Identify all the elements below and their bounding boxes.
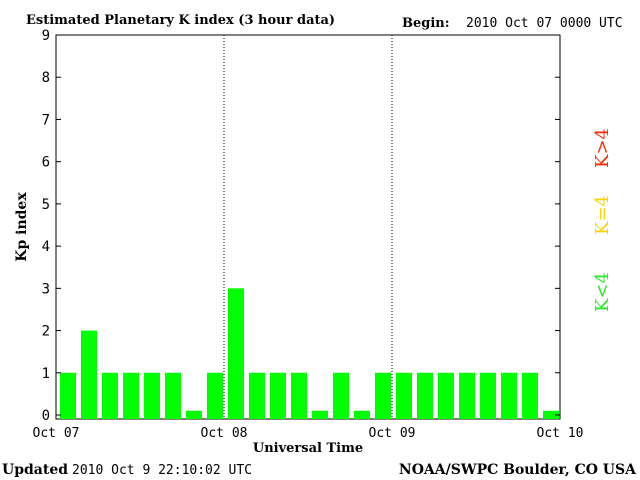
x-tick-label: Oct 07 <box>33 426 80 441</box>
kp-bar <box>291 372 307 419</box>
kp-bar <box>459 372 475 419</box>
kp-bar <box>165 372 181 419</box>
kp-bar <box>438 372 454 419</box>
y-tick-label: 7 <box>42 112 50 128</box>
begin-label: Begin: <box>402 16 450 31</box>
kp-bar <box>480 372 496 419</box>
kp-bar <box>207 372 223 419</box>
kp-bar <box>396 372 412 419</box>
kp-bar <box>186 410 202 419</box>
kp-bar <box>417 372 433 419</box>
updated-label: Updated <box>2 462 68 478</box>
source-credit: NOAA/SWPC Boulder, CO USA <box>399 462 637 478</box>
kp-bar <box>249 372 265 419</box>
kp-bar <box>333 372 349 419</box>
y-tick-label: 0 <box>42 408 50 424</box>
legend: K>4 K=4 K<4 <box>592 128 613 312</box>
begin-value: 2010 Oct 07 0000 UTC <box>466 16 623 31</box>
plot-frame <box>55 34 561 420</box>
x-tick-label: Oct 08 <box>201 426 248 441</box>
kp-bar <box>312 410 328 419</box>
x-tick-label: Oct 09 <box>369 426 416 441</box>
y-tick-label: 6 <box>42 155 50 171</box>
y-tick-label: 3 <box>42 281 50 297</box>
kp-bar <box>81 330 97 419</box>
x-tick-label: Oct 10 <box>537 426 584 441</box>
y-tick-label: 4 <box>42 239 50 255</box>
kp-bar <box>543 410 559 419</box>
chart-title: Estimated Planetary K index (3 hour data… <box>26 13 335 28</box>
kp-bar <box>522 372 538 419</box>
updated-value: 2010 Oct 9 22:10:02 UTC <box>72 463 252 478</box>
legend-item: K>4 <box>592 128 613 168</box>
legend-item: K=4 <box>592 195 613 235</box>
y-tick-label: 9 <box>42 28 50 44</box>
y-tick-label: 2 <box>42 324 50 340</box>
kp-bar <box>228 288 244 419</box>
kp-bar <box>354 410 370 419</box>
y-axis-label: Kp index <box>14 192 30 262</box>
y-tick-label: 5 <box>42 197 50 213</box>
kp-bar <box>375 372 391 419</box>
kp-bar <box>60 372 76 419</box>
x-axis-ticks: Oct 07 Oct 08 Oct 09 Oct 10 <box>33 426 584 441</box>
kp-bar <box>123 372 139 419</box>
legend-item: K<4 <box>592 272 613 312</box>
kp-bar <box>144 372 160 419</box>
x-axis-label: Universal Time <box>253 441 363 456</box>
kp-bar <box>501 372 517 419</box>
day-separators <box>223 35 393 419</box>
kp-bar <box>102 372 118 419</box>
kp-bar <box>270 372 286 419</box>
y-tick-label: 8 <box>42 70 50 86</box>
bar-series <box>60 288 559 419</box>
y-tick-label: 1 <box>42 366 50 382</box>
y-axis-ticks: 0 1 2 3 4 5 6 7 8 9 <box>42 28 560 424</box>
